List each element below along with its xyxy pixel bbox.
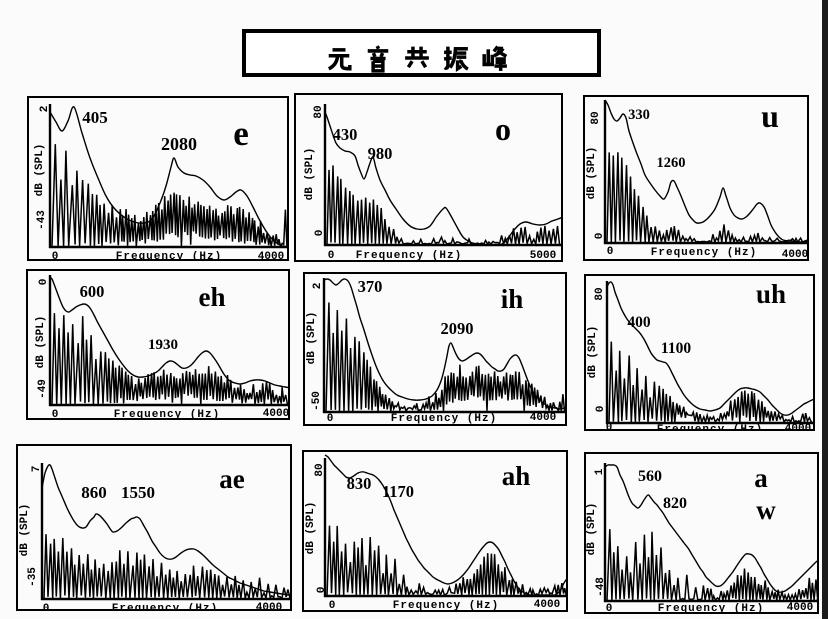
svg-text:1170: 1170 (382, 482, 414, 501)
svg-text:1930: 1930 (148, 337, 178, 353)
svg-text:u: u (761, 98, 779, 134)
svg-text:0: 0 (38, 279, 50, 286)
svg-text:dB (SPL): dB (SPL) (34, 144, 46, 197)
svg-text:4000: 4000 (534, 599, 560, 611)
svg-text:uh: uh (756, 279, 786, 309)
svg-text:dB (SPL): dB (SPL) (586, 147, 598, 200)
svg-text:0: 0 (594, 233, 606, 240)
svg-text:o: o (495, 111, 511, 147)
svg-text:830: 830 (347, 474, 372, 493)
svg-text:-50: -50 (311, 391, 323, 411)
svg-text:4000: 4000 (263, 408, 289, 420)
svg-text:Frequency (Hz): Frequency (Hz) (658, 603, 764, 614)
svg-text:Frequency (Hz): Frequency (Hz) (651, 247, 757, 259)
svg-text:4000: 4000 (258, 251, 284, 261)
svg-text:80: 80 (313, 105, 325, 118)
svg-text:-35: -35 (27, 567, 39, 587)
svg-text:2080: 2080 (161, 134, 197, 154)
svg-text:dB (SPL): dB (SPL) (304, 148, 316, 201)
svg-text:dB (SPL): dB (SPL) (305, 502, 317, 555)
svg-text:560: 560 (638, 468, 662, 485)
svg-text:430: 430 (333, 125, 358, 144)
svg-text:-49: -49 (37, 379, 49, 399)
svg-text:w: w (756, 495, 776, 525)
svg-text:405: 405 (82, 108, 108, 127)
svg-text:0: 0 (328, 250, 335, 262)
svg-text:2090: 2090 (441, 319, 474, 338)
svg-text:dB (SPL): dB (SPL) (587, 326, 599, 379)
svg-text:80: 80 (314, 463, 326, 476)
svg-text:1: 1 (594, 468, 606, 475)
svg-text:dB (SPL): dB (SPL) (35, 316, 47, 369)
svg-text:e: e (233, 114, 249, 153)
svg-text:0: 0 (52, 409, 59, 420)
svg-text:2: 2 (312, 283, 324, 290)
svg-text:2: 2 (39, 106, 51, 113)
svg-text:80: 80 (594, 287, 606, 300)
svg-text:Frequency (Hz): Frequency (Hz) (112, 603, 218, 611)
svg-text:370: 370 (358, 277, 383, 296)
svg-text:Frequency (Hz): Frequency (Hz) (657, 424, 763, 431)
svg-text:0: 0 (595, 406, 607, 413)
svg-text:4000: 4000 (782, 249, 808, 261)
svg-text:4000: 4000 (787, 602, 813, 614)
svg-text:0: 0 (329, 600, 336, 612)
svg-text:ae: ae (219, 464, 245, 494)
svg-text:Frequency (Hz): Frequency (Hz) (393, 600, 499, 612)
svg-text:Frequency (Hz): Frequency (Hz) (114, 409, 220, 420)
svg-text:0: 0 (607, 246, 614, 258)
svg-text:dB (SPL): dB (SPL) (19, 504, 31, 557)
svg-text:0: 0 (52, 251, 59, 261)
svg-text:dB (SPL): dB (SPL) (586, 503, 598, 556)
svg-text:ih: ih (501, 284, 524, 314)
svg-text:0: 0 (606, 603, 613, 614)
svg-text:eh: eh (199, 282, 226, 312)
svg-text:dB (SPL): dB (SPL) (306, 312, 318, 365)
svg-text:980: 980 (368, 144, 393, 163)
svg-text:Frequency (Hz): Frequency (Hz) (391, 413, 497, 425)
svg-text:400: 400 (627, 314, 651, 331)
svg-text:-43: -43 (36, 210, 48, 230)
svg-text:1550: 1550 (121, 483, 155, 502)
svg-text:Frequency (Hz): Frequency (Hz) (356, 250, 462, 262)
svg-text:0: 0 (314, 230, 326, 237)
svg-text:Frequency (Hz): Frequency (Hz) (116, 251, 222, 261)
svg-text:4000: 4000 (785, 423, 811, 431)
svg-text:ah: ah (502, 461, 531, 491)
svg-text:7: 7 (31, 466, 43, 473)
svg-text:1260: 1260 (657, 155, 686, 171)
svg-text:0: 0 (606, 422, 613, 431)
svg-text:4000: 4000 (530, 412, 556, 424)
svg-text:0: 0 (316, 587, 328, 594)
svg-text:4000: 4000 (256, 602, 282, 611)
svg-text:600: 600 (80, 282, 105, 301)
svg-text:0: 0 (43, 603, 50, 611)
svg-text:1100: 1100 (661, 340, 691, 357)
svg-text:0: 0 (327, 413, 334, 425)
svg-text:860: 860 (81, 483, 107, 502)
svg-text:a: a (754, 463, 768, 493)
svg-text:80: 80 (590, 111, 602, 124)
svg-text:-48: -48 (595, 577, 607, 597)
svg-text:330: 330 (628, 107, 650, 123)
svg-text:5000: 5000 (530, 250, 556, 262)
svg-text:820: 820 (663, 495, 687, 512)
